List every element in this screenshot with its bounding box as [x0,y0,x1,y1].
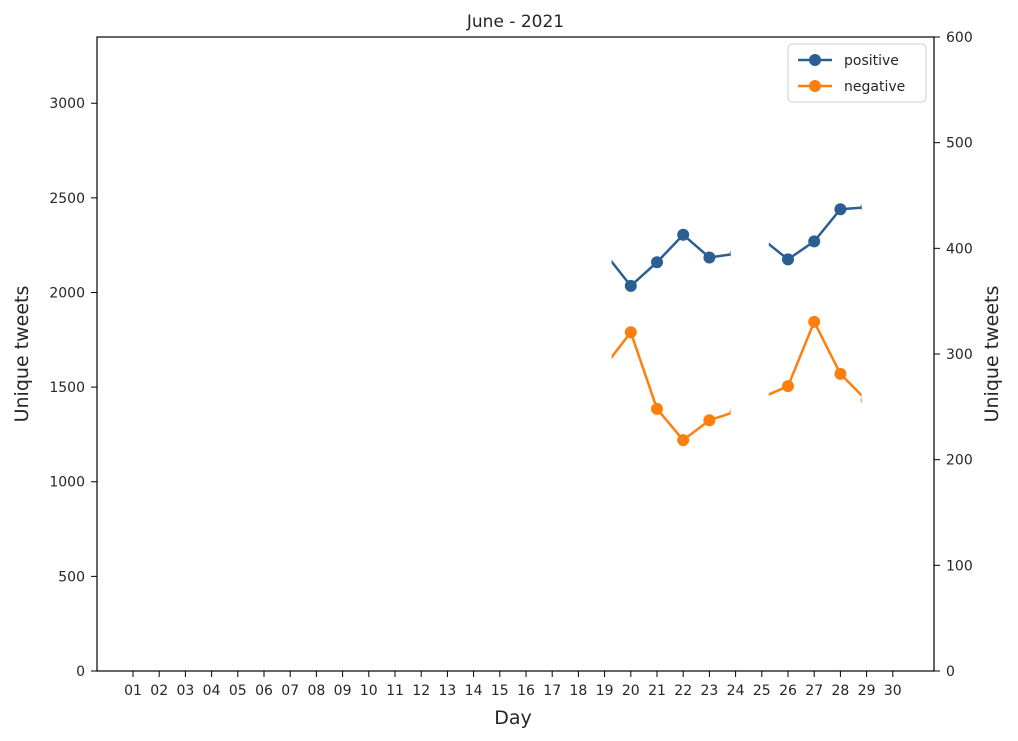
x-tick-label: 18 [569,683,587,699]
legend: positive negative [787,43,927,103]
y-left-tick-label: 1000 [49,475,85,491]
y-right-tick-label: 300 [946,347,973,363]
y-right-tick-label: 600 [946,30,973,46]
data-point [677,434,690,447]
data-point [782,253,794,266]
x-tick-label: 28 [831,683,849,699]
data-point [860,397,862,404]
data-point [677,228,690,241]
y-left-tick-label: 0 [76,664,85,680]
x-tick-label: 29 [858,683,876,699]
legend-label: positive [844,53,899,69]
y-right-tick-label: 200 [946,453,973,469]
legend-box [787,43,927,103]
x-tick-label: 04 [203,683,221,699]
x-tick-label: 03 [176,683,194,699]
x-tick-label: 14 [465,683,483,699]
chart-title: June - 2021 [466,12,564,32]
series-negative [611,315,862,447]
x-tick-label: 13 [438,683,456,699]
y-left-tick-label: 3000 [49,96,85,112]
data-point [808,235,821,248]
data-point [834,367,847,380]
x-tick-label: 23 [700,683,718,699]
x-tick-label: 20 [622,683,640,699]
axes-layer: 01 02 03 04 05 06 07 08 09 10 11 12 13 14 15 16 17 18 19 20… [49,30,972,699]
data-point [860,204,862,211]
x-tick-label: 24 [727,683,745,699]
y-right-tick-label: 100 [946,558,973,574]
x-tick-label: 02 [150,683,168,699]
x-tick-label: 26 [779,683,797,699]
x-tick-label: 05 [229,683,247,699]
x-tick-label: 17 [543,683,561,699]
series-layer [611,203,862,447]
x-tick-label: 11 [386,683,404,699]
data-point [651,402,663,415]
x-tick-label: 08 [307,683,325,699]
data-point [782,380,794,393]
plot-area [96,36,935,672]
x-tick-label: 21 [648,683,666,699]
data-point [834,203,847,216]
series-segment [611,326,731,447]
series-positive [611,203,862,292]
x-tick-label: 25 [753,683,771,699]
x-axis-title: Day [494,707,532,729]
data-point [624,326,637,339]
y-right-tick-label: 400 [946,241,973,257]
series-segment [768,315,862,404]
y-left-tick-label: 500 [58,569,85,585]
series-segment [611,228,731,292]
legend-marker [809,54,821,66]
y-left-tick-label: 2500 [49,191,85,207]
x-tick-label: 19 [596,683,614,699]
legend-label: negative [844,79,905,95]
x-tick-label: 16 [517,683,535,699]
x-tick-label: 09 [334,683,352,699]
data-point [808,315,821,328]
x-tick-label: 27 [805,683,823,699]
x-tick-label: 07 [281,683,299,699]
data-point [729,250,731,258]
x-tick-label: 06 [255,683,273,699]
data-point [729,408,731,416]
y-right-tick-label: 500 [946,136,973,152]
y-right-tick-label: 0 [946,664,955,680]
x-tick-label: 22 [674,683,692,699]
x-tick-label: 15 [491,683,509,699]
x-tick-label: 12 [412,683,430,699]
y-axis-left-title: Unique tweets [11,286,33,423]
series-segment [768,203,862,266]
data-point [624,279,637,292]
legend-marker [809,80,821,92]
x-tick-label: 10 [360,683,378,699]
data-point [651,256,663,269]
y-axis-right-title: Unique tweets [981,286,1003,423]
data-point [703,251,716,264]
y-left-tick-label: 1500 [49,380,85,396]
plot-frame [96,36,935,672]
x-tick-label: 01 [124,683,142,699]
data-point [703,414,716,427]
y-left-tick-label: 2000 [49,285,85,301]
x-tick-label: 30 [884,683,902,699]
